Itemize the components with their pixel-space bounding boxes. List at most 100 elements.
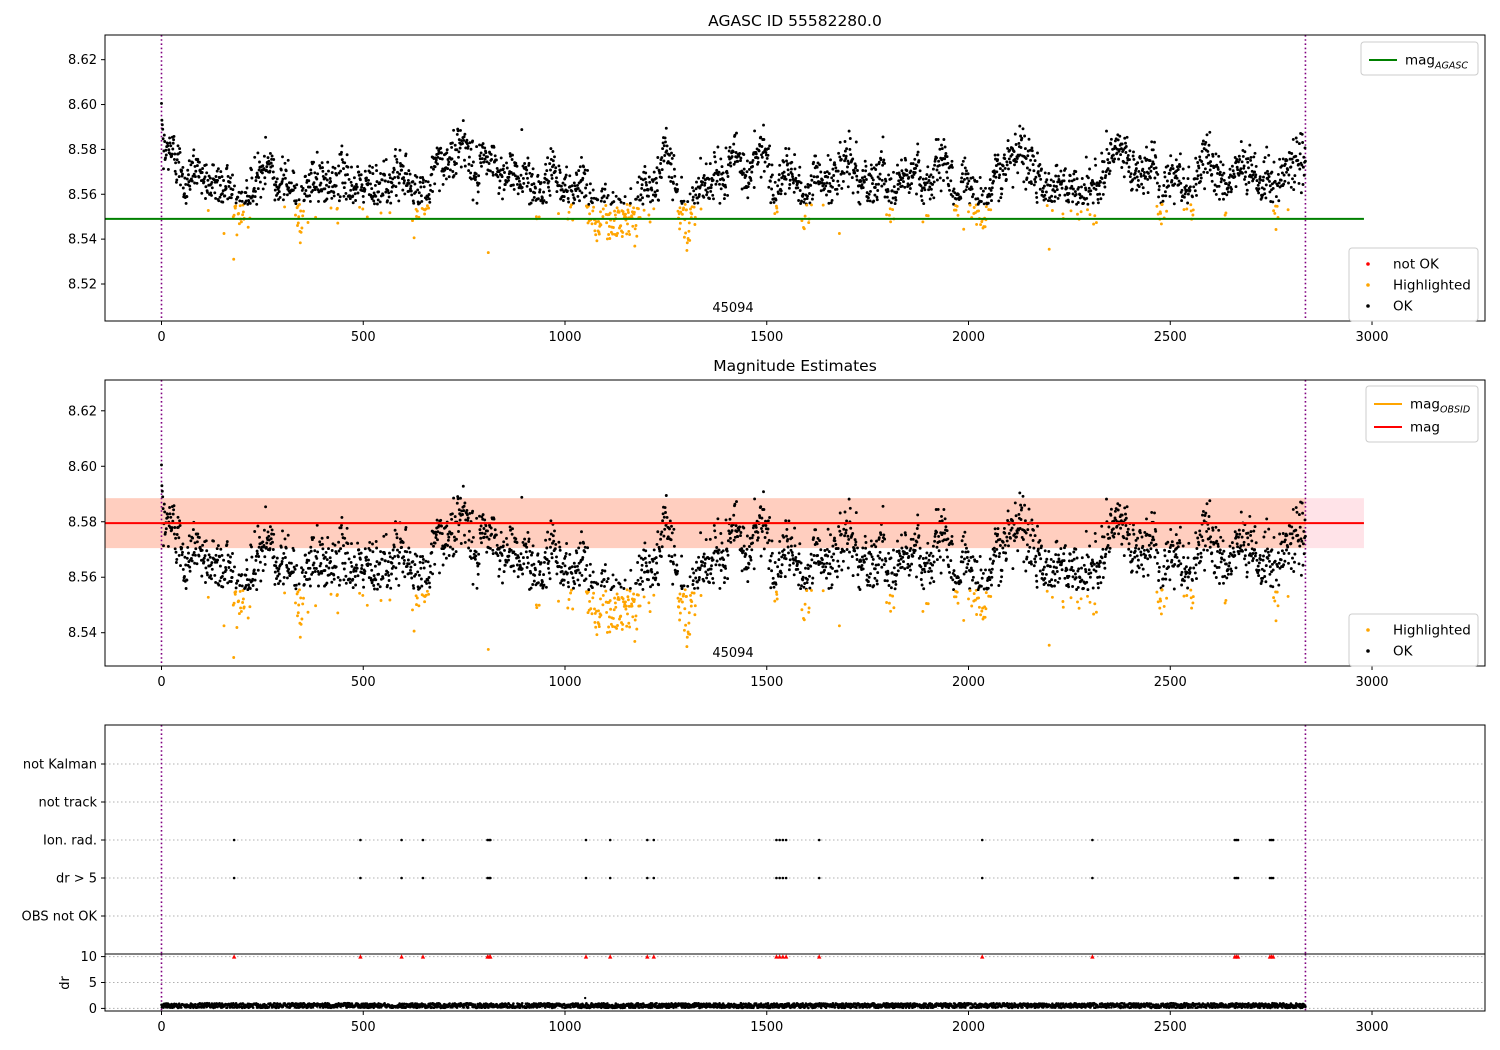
ok-point bbox=[670, 531, 674, 535]
ok-point bbox=[203, 554, 207, 558]
highlighted-point bbox=[611, 226, 615, 229]
ok-point bbox=[951, 571, 955, 575]
ok-point bbox=[1007, 532, 1011, 535]
ok-point bbox=[782, 160, 786, 164]
ok-point bbox=[197, 536, 201, 539]
ok-point bbox=[251, 577, 255, 581]
ok-point bbox=[536, 197, 540, 201]
ok-point bbox=[667, 175, 671, 179]
ok-point bbox=[1015, 160, 1018, 164]
ok-point bbox=[195, 181, 199, 185]
ok-point bbox=[591, 188, 595, 192]
ok-point bbox=[548, 162, 552, 166]
ok-point bbox=[789, 544, 793, 548]
ok-point bbox=[204, 581, 207, 584]
ok-point bbox=[810, 581, 814, 585]
ok-point bbox=[187, 159, 191, 163]
ok-point bbox=[961, 159, 965, 163]
ok-point bbox=[937, 534, 941, 538]
ok-point bbox=[1174, 158, 1178, 162]
ok-point bbox=[584, 186, 588, 190]
ok-point bbox=[1179, 181, 1183, 185]
ok-point bbox=[166, 167, 170, 171]
ok-point bbox=[643, 556, 647, 560]
highlighted-point bbox=[615, 592, 619, 596]
ok-point bbox=[882, 182, 886, 186]
ok-point bbox=[738, 525, 742, 529]
ok-point bbox=[697, 578, 701, 582]
ok-point bbox=[756, 160, 760, 164]
ok-point bbox=[603, 569, 607, 573]
ok-point bbox=[1241, 171, 1244, 175]
ok-point bbox=[636, 561, 640, 564]
ok-point bbox=[177, 175, 181, 179]
highlighted-point bbox=[1045, 204, 1049, 208]
ok-point bbox=[419, 566, 423, 570]
ok-point bbox=[994, 554, 998, 558]
ok-point bbox=[733, 502, 737, 506]
ok-point bbox=[1252, 155, 1256, 159]
ok-point bbox=[282, 551, 286, 555]
highlighted-point bbox=[597, 232, 601, 236]
highlighted-point bbox=[624, 600, 627, 604]
ok-point bbox=[187, 534, 191, 538]
highlighted-point bbox=[690, 212, 694, 216]
ok-point bbox=[964, 188, 968, 192]
ok-point bbox=[835, 575, 839, 579]
ok-point bbox=[703, 183, 707, 187]
ok-point bbox=[503, 548, 506, 552]
ok-point bbox=[801, 575, 805, 579]
ok-point bbox=[498, 186, 502, 190]
ok-point bbox=[426, 180, 430, 184]
ok-point bbox=[971, 555, 975, 559]
ok-point bbox=[826, 554, 830, 558]
ok-point bbox=[580, 155, 583, 159]
ok-point bbox=[751, 541, 755, 545]
ok-point bbox=[860, 563, 864, 567]
ok-point bbox=[917, 534, 921, 538]
ok-point bbox=[872, 543, 876, 547]
ok-point bbox=[440, 151, 443, 155]
ok-point bbox=[516, 575, 520, 579]
ok-point bbox=[1247, 181, 1251, 184]
ok-point bbox=[1263, 192, 1267, 196]
ok-point bbox=[964, 570, 968, 574]
ok-point bbox=[309, 168, 313, 172]
ok-point bbox=[418, 560, 422, 564]
ok-point bbox=[1006, 146, 1010, 150]
ok-point bbox=[256, 151, 260, 155]
ok-point bbox=[273, 582, 277, 586]
ok-point bbox=[476, 190, 480, 194]
ok-point bbox=[736, 159, 740, 163]
ok-point bbox=[275, 577, 278, 581]
ok-point bbox=[884, 179, 888, 183]
ok-point bbox=[1256, 183, 1260, 187]
ok-point bbox=[794, 556, 798, 559]
ok-point bbox=[1201, 139, 1205, 143]
ok-point bbox=[455, 501, 459, 505]
ok-point bbox=[343, 161, 347, 165]
ok-point bbox=[576, 183, 579, 187]
ok-point bbox=[862, 560, 866, 564]
ok-point bbox=[713, 529, 717, 533]
ok-point bbox=[639, 582, 642, 586]
ok-point bbox=[520, 185, 524, 189]
ok-point bbox=[855, 174, 859, 178]
highlighted-point bbox=[620, 235, 624, 238]
ok-point bbox=[1124, 141, 1127, 145]
ok-point bbox=[1170, 179, 1174, 182]
ok-point bbox=[1126, 153, 1130, 157]
ok-point bbox=[455, 537, 458, 541]
ok-point bbox=[874, 168, 878, 171]
highlighted-point bbox=[588, 212, 592, 216]
ok-point bbox=[887, 551, 891, 555]
highlighted-point bbox=[594, 233, 598, 237]
ok-point bbox=[670, 524, 673, 528]
ok-point bbox=[1004, 551, 1008, 555]
ok-point bbox=[1102, 160, 1106, 164]
ok-point bbox=[904, 158, 908, 162]
ok-point bbox=[1103, 181, 1106, 185]
ok-point bbox=[826, 153, 830, 157]
ok-point bbox=[769, 554, 773, 558]
ok-point bbox=[409, 187, 412, 191]
